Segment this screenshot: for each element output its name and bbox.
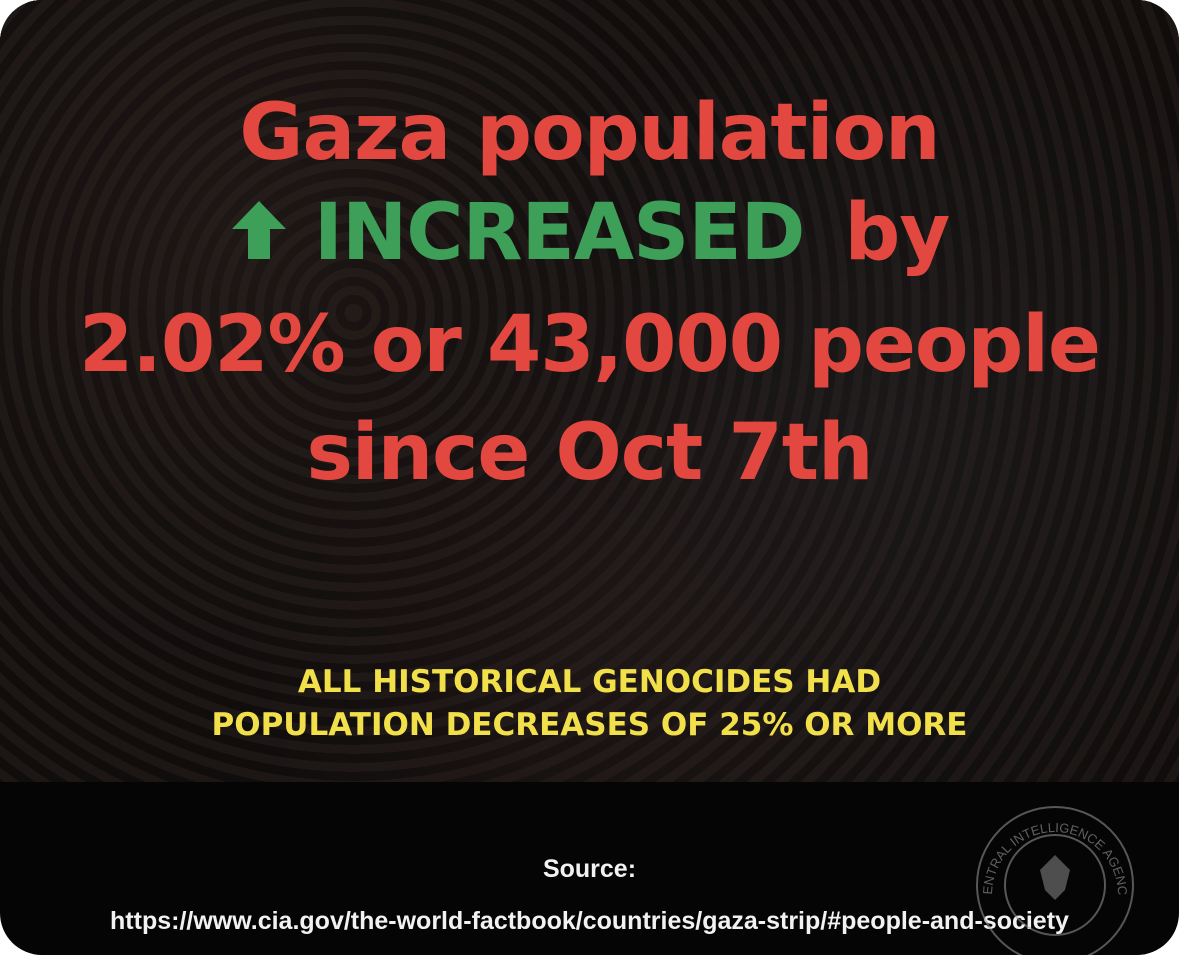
crowd-background xyxy=(0,0,1179,782)
cia-seal: CENTRAL INTELLIGENCE AGENCY xyxy=(970,800,1134,955)
headline-line: INCREASED by xyxy=(0,188,1179,278)
source-url: https://www.cia.gov/the-world-factbook/c… xyxy=(110,907,1069,935)
headline-line: 2.02% or 43,000 people xyxy=(79,300,1101,390)
headline-word: by xyxy=(844,188,951,278)
note-line: POPULATION DECREASES OF 25% OR MORE xyxy=(211,707,968,743)
overlay xyxy=(0,0,1179,782)
source-label: Source: xyxy=(542,855,637,883)
up-arrow xyxy=(231,201,286,259)
highlight-word: INCREASED xyxy=(313,188,805,278)
headline-line: Gaza population xyxy=(239,88,940,178)
note-line: ALL HISTORICAL GENOCIDES HAD xyxy=(297,664,882,700)
headline-line: since Oct 7th xyxy=(306,408,873,498)
